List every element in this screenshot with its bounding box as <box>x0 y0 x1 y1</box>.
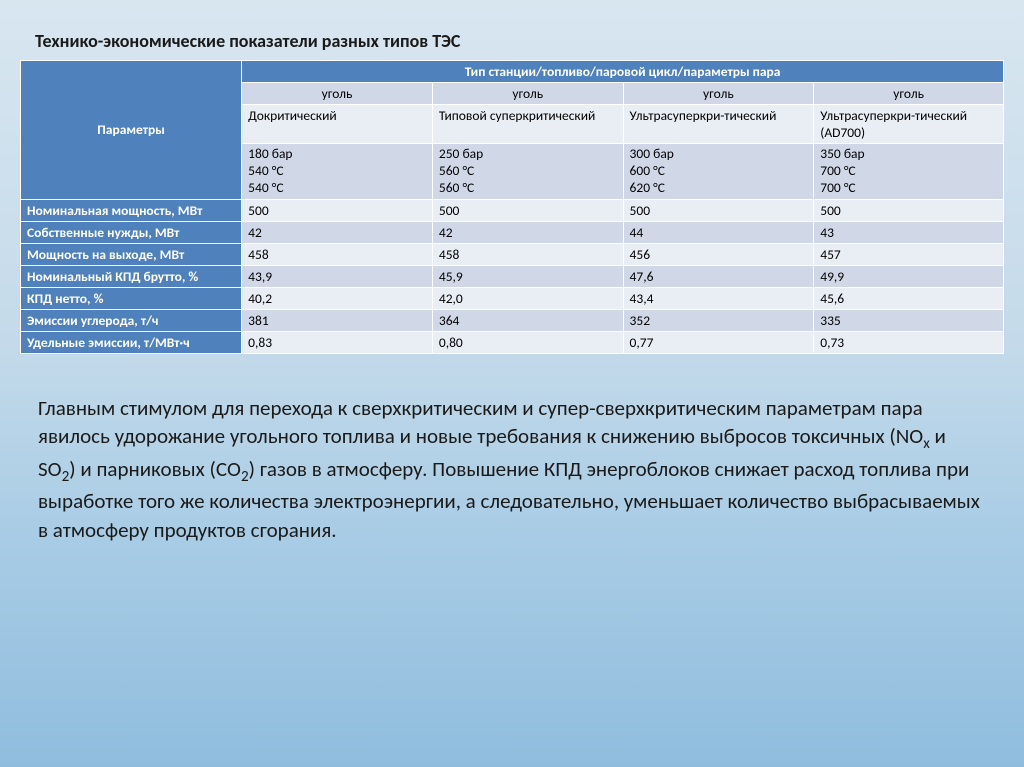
table-row: Собственные нужды, МВт 42 42 44 43 <box>21 221 1004 243</box>
row-label: Номинальная мощность, МВт <box>21 199 242 221</box>
data-cell: 0,80 <box>432 331 623 353</box>
table-row: Удельные эмиссии, т/МВт·ч 0,83 0,80 0,77… <box>21 331 1004 353</box>
data-cell: 500 <box>623 199 814 221</box>
para-part: Главным стимулом для перехода к сверхкри… <box>38 395 923 449</box>
steam-cell: 350 бар 700 °С 700 °С <box>814 144 1004 200</box>
data-cell: 43,4 <box>623 287 814 309</box>
cycle-cell: Докритический <box>242 105 433 144</box>
data-cell: 457 <box>814 243 1004 265</box>
data-cell: 0,77 <box>623 331 814 353</box>
data-cell: 500 <box>814 199 1004 221</box>
data-cell: 335 <box>814 309 1004 331</box>
table-row: Эмиссии углерода, т/ч 381 364 352 335 <box>21 309 1004 331</box>
steam-cell: 300 бар 600 °С 620 °С <box>623 144 814 200</box>
table-row: Номинальный КПД брутто, % 43,9 45,9 47,6… <box>21 265 1004 287</box>
tes-table: Параметры Тип станции/топливо/паровой ци… <box>20 60 1004 354</box>
param-header-cell: Параметры <box>21 61 242 200</box>
body-paragraph: Главным стимулом для перехода к сверхкри… <box>0 354 1024 544</box>
data-cell: 40,2 <box>242 287 433 309</box>
cycle-cell: Ультрасуперкри-тический (AD700) <box>814 105 1004 144</box>
data-cell: 0,73 <box>814 331 1004 353</box>
data-cell: 0,83 <box>242 331 433 353</box>
data-cell: 45,9 <box>432 265 623 287</box>
row-label: Номинальный КПД брутто, % <box>21 265 242 287</box>
table-container: Параметры Тип станции/топливо/паровой ци… <box>0 60 1024 354</box>
data-cell: 47,6 <box>623 265 814 287</box>
data-cell: 352 <box>623 309 814 331</box>
cycle-cell: Типовой суперкритический <box>432 105 623 144</box>
fuel-cell: уголь <box>814 83 1004 105</box>
data-cell: 43,9 <box>242 265 433 287</box>
table-row: Мощность на выходе, МВт 458 458 456 457 <box>21 243 1004 265</box>
table-row: КПД нетто, % 40,2 42,0 43,4 45,6 <box>21 287 1004 309</box>
table-row: Номинальная мощность, МВт 500 500 500 50… <box>21 199 1004 221</box>
data-cell: 381 <box>242 309 433 331</box>
subscript: 2 <box>241 468 249 486</box>
row-label: Эмиссии углерода, т/ч <box>21 309 242 331</box>
row-label: КПД нетто, % <box>21 287 242 309</box>
data-cell: 458 <box>242 243 433 265</box>
row-label: Собственные нужды, МВт <box>21 221 242 243</box>
data-cell: 44 <box>623 221 814 243</box>
data-cell: 42,0 <box>432 287 623 309</box>
data-cell: 45,6 <box>814 287 1004 309</box>
type-header-cell: Тип станции/топливо/паровой цикл/парамет… <box>242 61 1004 83</box>
data-cell: 364 <box>432 309 623 331</box>
data-cell: 42 <box>242 221 433 243</box>
row-label: Мощность на выходе, МВт <box>21 243 242 265</box>
fuel-cell: уголь <box>242 83 433 105</box>
data-cell: 43 <box>814 221 1004 243</box>
steam-cell: 180 бар 540 °С 540 °С <box>242 144 433 200</box>
data-cell: 458 <box>432 243 623 265</box>
fuel-cell: уголь <box>432 83 623 105</box>
steam-cell: 250 бар 560 °С 560 °С <box>432 144 623 200</box>
row-label: Удельные эмиссии, т/МВт·ч <box>21 331 242 353</box>
cycle-cell: Ультрасуперкри-тический <box>623 105 814 144</box>
fuel-cell: уголь <box>623 83 814 105</box>
data-cell: 456 <box>623 243 814 265</box>
data-cell: 42 <box>432 221 623 243</box>
data-cell: 49,9 <box>814 265 1004 287</box>
data-cell: 500 <box>242 199 433 221</box>
para-part: ) и парниковых (СО <box>69 456 241 482</box>
data-cell: 500 <box>432 199 623 221</box>
page-title: Технико-экономические показатели разных … <box>0 0 1024 60</box>
